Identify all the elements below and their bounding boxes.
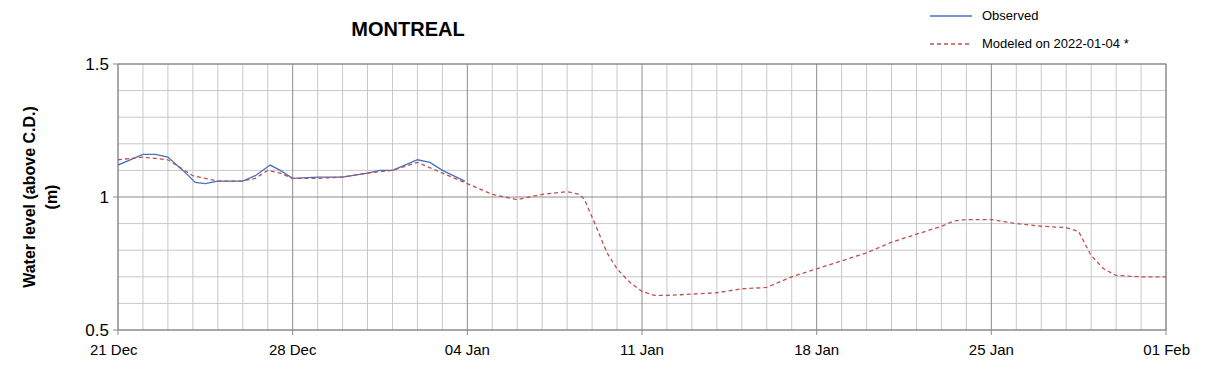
legend-swatch: [930, 43, 972, 44]
y-tick: [113, 197, 118, 198]
x-tick-label: 11 Jan: [620, 341, 664, 358]
x-tick-label: 28 Dec: [269, 341, 317, 358]
grid-line: [642, 64, 643, 330]
legend-label: Observed: [982, 8, 1038, 23]
plot-frame: [118, 64, 1166, 330]
series-line: [118, 154, 465, 183]
x-tick-label: 18 Jan: [794, 341, 839, 358]
legend: Observed Modeled on 2022-01-04 *: [930, 8, 1129, 51]
legend-swatch: [930, 15, 972, 16]
x-tick-label: 25 Jan: [969, 341, 1014, 358]
grid-line: [991, 64, 992, 330]
x-tick-label: 21 Dec: [90, 341, 138, 358]
grid: [118, 64, 1166, 330]
y-label-line: Water level (above C.D.): [21, 106, 38, 288]
title: MONTREAL: [351, 18, 464, 40]
x-tick-label: 04 Jan: [445, 341, 490, 358]
y-tick: [113, 330, 118, 331]
y-tick: [113, 64, 118, 65]
x-tick: [816, 330, 817, 335]
x-tick-label: 01 Feb: [1143, 341, 1190, 358]
series-line: [118, 157, 1166, 295]
legend-label: Modeled on 2022-01-04 *: [982, 36, 1129, 51]
y-label-line: (m): [43, 185, 60, 210]
y-tick-label: 0.5: [85, 321, 109, 340]
grid-line: [816, 64, 817, 330]
grid-line: [467, 64, 468, 330]
y-label: Water level (above C.D.) (m): [21, 106, 60, 288]
x-tick: [292, 330, 293, 335]
y-tick-label: 1: [100, 188, 109, 207]
x-tick: [118, 330, 119, 335]
x-tick: [467, 330, 468, 335]
y-tick-label: 1.5: [85, 55, 109, 74]
grid-line: [292, 64, 293, 330]
series-group: [118, 154, 1166, 295]
chart: 0.5 1 1.5 21 Dec 28 Dec 04 Jan 11 Jan 18 Jan 25 …: [0, 0, 1209, 378]
x-tick: [642, 330, 643, 335]
x-tick: [991, 330, 992, 335]
x-tick: [1166, 330, 1167, 335]
